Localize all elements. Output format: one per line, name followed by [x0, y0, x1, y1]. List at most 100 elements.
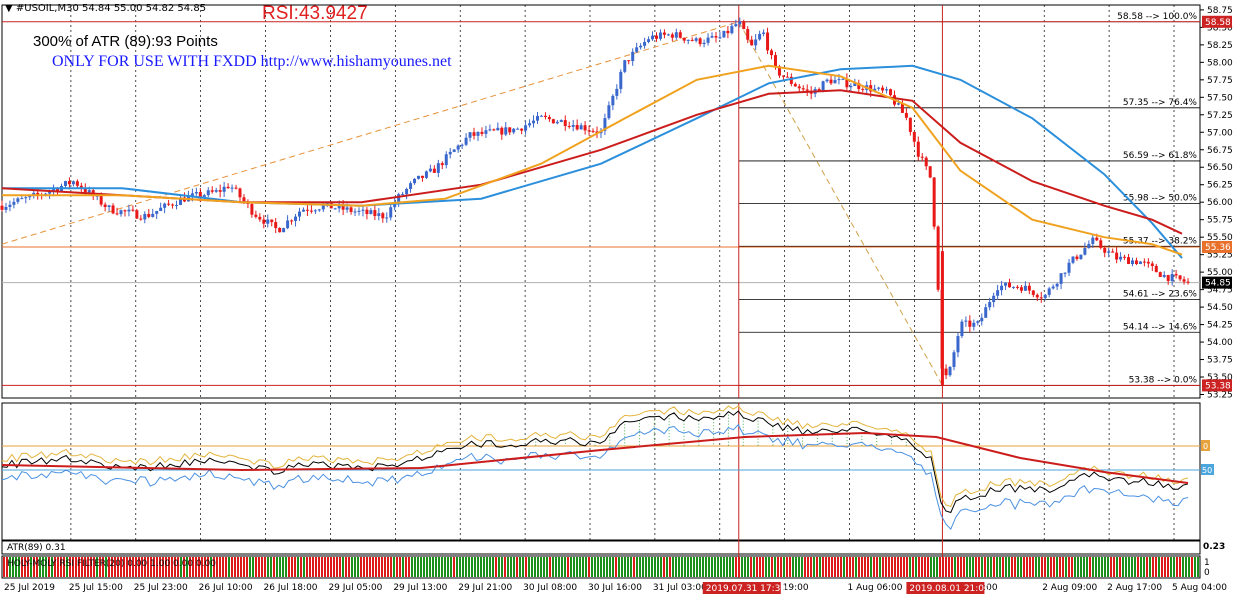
candle-body [563, 120, 567, 127]
candle-body [79, 185, 83, 189]
filter-bar [750, 557, 752, 577]
y-tick-label: 55.75 [1207, 216, 1233, 226]
rsi-ma-line [1, 431, 1189, 484]
filter-bar [201, 557, 203, 577]
candle-body [1154, 265, 1158, 273]
rsi-signal-line [1, 423, 1189, 530]
candle-body [805, 89, 809, 91]
candle-body [900, 103, 904, 113]
candle-body [290, 220, 294, 222]
candle-body [940, 251, 944, 386]
candle-body [123, 210, 127, 212]
candle-body [686, 39, 690, 41]
filter-bar [999, 557, 1001, 577]
candle-body [468, 132, 472, 138]
y-tick-label: 57.50 [1207, 93, 1233, 103]
candle-body [730, 26, 734, 34]
candle-body [1166, 275, 1170, 281]
candle-body [766, 32, 770, 51]
filter-bar [909, 557, 911, 577]
candle-body [278, 227, 282, 233]
filter-bar [552, 557, 554, 577]
candle-body [1123, 256, 1127, 258]
candle-body [821, 81, 825, 91]
candle-body [758, 33, 762, 40]
candle-body [206, 190, 210, 196]
filter-bar [1149, 557, 1151, 577]
filter-bar [624, 557, 626, 577]
candle-body [690, 39, 694, 41]
candle-body [1071, 256, 1075, 263]
candle-body [980, 317, 984, 322]
filter-bar [591, 557, 593, 577]
filter-bar [906, 557, 908, 577]
filter-bar [981, 557, 983, 577]
candle-body [8, 204, 12, 207]
y-tick-label: 55.50 [1207, 233, 1233, 243]
filter-bar [453, 557, 455, 577]
filter-bar [651, 557, 653, 577]
candle-body [1083, 248, 1087, 255]
filter-bar [81, 557, 83, 577]
filter-bar [1029, 557, 1031, 577]
filter-bar [1164, 557, 1166, 577]
candle-body [773, 55, 777, 67]
y-tick-label: 54.50 [1207, 303, 1233, 313]
filter-bar [534, 557, 536, 577]
candle-body [912, 131, 916, 142]
candle-body [706, 37, 710, 43]
candle-body [1067, 262, 1071, 273]
candle-body [12, 201, 16, 205]
filter-bar [138, 557, 140, 577]
candle-body [1000, 285, 1004, 291]
filter-bar [864, 557, 866, 577]
candle-body [742, 21, 746, 30]
filter-bar [489, 557, 491, 577]
candle-body [960, 321, 964, 337]
filter-bar [915, 557, 917, 577]
candle-body [1095, 237, 1099, 241]
candle-body [781, 75, 785, 77]
filter-bar [315, 557, 317, 577]
filter-bar [390, 557, 392, 577]
candle-body [389, 207, 393, 218]
dashed-trendline [1, 21, 739, 245]
candle-body [226, 186, 230, 189]
candle-body [456, 145, 460, 150]
candle-body [1019, 287, 1023, 291]
filter-bar [339, 557, 341, 577]
filter-bar [753, 557, 755, 577]
filter-bar [300, 557, 302, 577]
filter-bar [21, 557, 23, 577]
filter-bar [657, 557, 659, 577]
candle-body [381, 213, 385, 219]
filter-bar [147, 557, 149, 577]
filter-bar [270, 557, 272, 577]
filter-bar [615, 557, 617, 577]
filter-bar [243, 557, 245, 577]
filter-bar [279, 557, 281, 577]
candle-body [254, 214, 258, 217]
filter-bar [294, 557, 296, 577]
filter-bar [831, 557, 833, 577]
x-tick-label: 2:00 [977, 583, 997, 593]
candle-body [99, 195, 103, 205]
filter-bar [717, 557, 719, 577]
filter-bar [306, 557, 308, 577]
filter-bar [756, 557, 758, 577]
candle-body [345, 207, 349, 210]
candle-body [785, 76, 789, 78]
filter-bar [555, 557, 557, 577]
filter-bar [984, 557, 986, 577]
filter-bar [6, 557, 8, 577]
candle-body [801, 88, 805, 90]
candle-body [1111, 251, 1115, 253]
filter-bar [132, 557, 134, 577]
filter-bar [744, 557, 746, 577]
filter-bar [345, 557, 347, 577]
filter-bar [285, 557, 287, 577]
candle-body [476, 131, 480, 136]
filter-bar [681, 557, 683, 577]
filter-bar [1119, 557, 1121, 577]
filter-bar [117, 557, 119, 577]
